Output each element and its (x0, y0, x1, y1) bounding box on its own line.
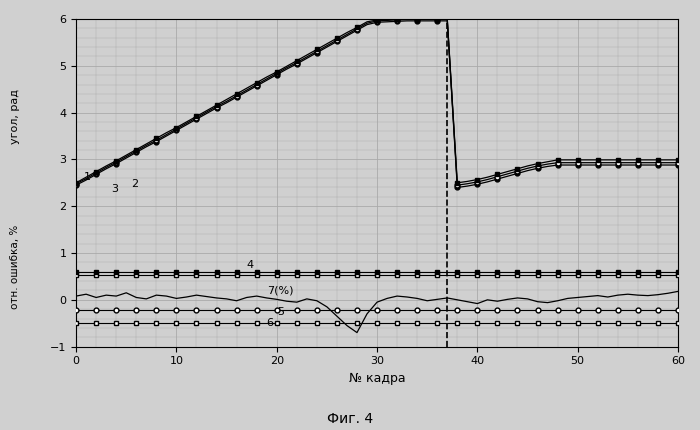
Text: 6: 6 (267, 319, 274, 329)
Text: 7(%): 7(%) (267, 286, 293, 296)
Text: 4: 4 (246, 261, 254, 270)
Text: Фиг. 4: Фиг. 4 (327, 412, 373, 426)
Text: 1: 1 (84, 172, 91, 182)
Text: 2: 2 (132, 179, 139, 190)
X-axis label: № кадра: № кадра (349, 372, 405, 385)
Text: 3: 3 (111, 184, 118, 194)
Text: угол, рад: угол, рад (10, 89, 20, 144)
Text: 5: 5 (276, 307, 284, 317)
Text: отн. ошибка, %: отн. ошибка, % (10, 224, 20, 309)
